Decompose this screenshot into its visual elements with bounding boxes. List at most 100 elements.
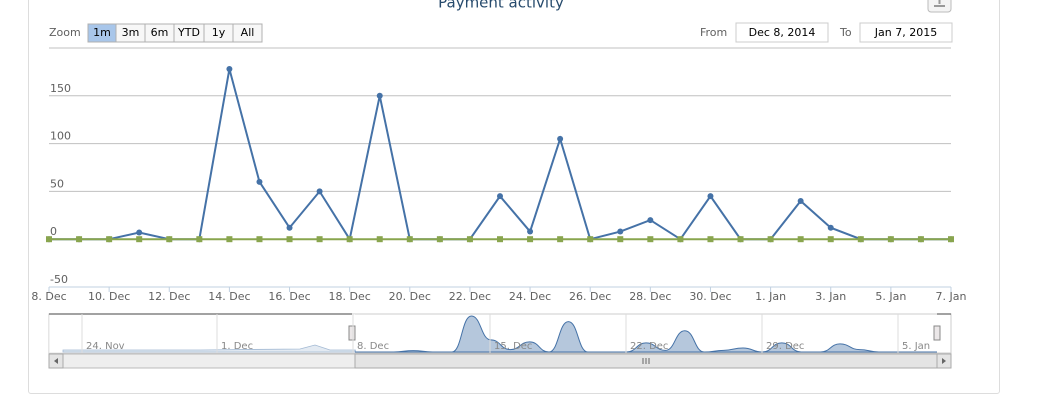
zoom-button[interactable]: 3m — [115, 23, 146, 43]
data-point — [767, 236, 774, 243]
data-point — [948, 236, 954, 243]
data-point — [106, 236, 113, 243]
data-point — [256, 178, 263, 185]
x-tick-label: 12. Dec — [148, 290, 190, 303]
x-tick-label: 7. Jan — [936, 290, 967, 303]
data-point — [557, 236, 564, 243]
x-tick-label: 1. Jan — [755, 290, 786, 303]
x-tick-label: 20. Dec — [389, 290, 431, 303]
x-tick-label: 10. Dec — [88, 290, 130, 303]
data-point — [226, 236, 233, 243]
navigator-series — [354, 315, 937, 353]
button-label: 3m — [122, 26, 140, 39]
data-point — [316, 236, 323, 243]
navigator-label: 22. Dec — [630, 341, 668, 352]
button-label: 1y — [212, 26, 226, 39]
data-point — [587, 236, 594, 243]
data-point — [286, 236, 293, 243]
export-button[interactable] — [927, 0, 952, 13]
x-tick-label: 3. Jan — [815, 290, 846, 303]
y-tick-label: 100 — [50, 130, 71, 143]
data-point — [166, 236, 173, 243]
x-tick-label: 8. Dec — [31, 290, 66, 303]
from-value: Dec 8, 2014 — [749, 26, 816, 39]
data-point — [346, 236, 353, 243]
x-tick-label: 30. Dec — [689, 290, 731, 303]
data-point — [406, 236, 413, 243]
data-point — [527, 236, 534, 243]
data-point — [677, 236, 684, 243]
data-point — [286, 224, 293, 231]
data-point — [76, 236, 83, 243]
data-point — [46, 236, 52, 243]
data-point — [256, 236, 263, 243]
data-point — [466, 236, 473, 243]
data-point — [857, 236, 864, 243]
zoom-button[interactable]: 1y — [203, 23, 234, 43]
data-point — [827, 236, 834, 243]
zoom-button[interactable]: 6m — [144, 23, 175, 43]
data-point — [136, 229, 143, 236]
arrow — [54, 358, 58, 364]
y-tick-label: -50 — [50, 273, 68, 286]
y-tick-label: 150 — [50, 82, 71, 95]
x-tick-label: 28. Dec — [629, 290, 671, 303]
y-tick-label: 50 — [50, 177, 64, 190]
data-point — [647, 217, 654, 224]
series-line — [49, 68, 951, 242]
scrollbar-grip — [642, 358, 650, 364]
data-point — [226, 66, 233, 73]
data-point — [497, 236, 503, 243]
button-label: All — [241, 26, 255, 39]
data-point — [136, 236, 143, 243]
y-tick-label: 0 — [50, 225, 57, 238]
navigator-handle[interactable] — [933, 325, 941, 341]
data-point — [797, 236, 804, 243]
data-point — [707, 193, 714, 200]
data-point — [376, 236, 383, 243]
data-point — [797, 197, 804, 204]
zoom-button[interactable]: All — [232, 23, 263, 43]
data-point — [527, 228, 534, 235]
navigator-label: 1. Dec — [221, 341, 253, 352]
zoom-button[interactable]: YTD — [173, 23, 205, 43]
navigator-mask — [49, 314, 355, 353]
zoom-label: Zoom — [49, 26, 81, 39]
data-point — [436, 236, 443, 243]
data-point — [737, 236, 744, 243]
data-point — [827, 224, 834, 231]
to-label: To — [839, 26, 852, 39]
from-input[interactable] — [735, 22, 829, 43]
data-point — [887, 236, 894, 243]
navigator-label: 29. Dec — [766, 341, 804, 352]
button-label: YTD — [177, 26, 200, 39]
x-tick-label: 24. Dec — [509, 290, 551, 303]
chart-title: Payment activity — [438, 0, 564, 12]
button-label: 6m — [151, 26, 169, 39]
x-tick-label: 5. Jan — [875, 290, 906, 303]
navigator-label: 8. Dec — [357, 341, 389, 352]
from-label: From — [700, 26, 727, 39]
chart-frame — [28, 0, 1000, 394]
data-point — [647, 236, 654, 243]
zoom-button[interactable]: 1m — [87, 23, 117, 43]
navigator-handle[interactable] — [348, 325, 356, 341]
x-tick-label: 18. Dec — [329, 290, 371, 303]
button-label: 1m — [93, 26, 111, 39]
data-point — [376, 92, 383, 99]
arrow — [942, 358, 946, 364]
x-tick-label: 22. Dec — [449, 290, 491, 303]
data-point — [196, 236, 203, 243]
data-point — [617, 228, 624, 235]
data-point — [917, 236, 924, 243]
button-box — [232, 23, 263, 43]
x-tick-label: 26. Dec — [569, 290, 611, 303]
data-point — [497, 193, 503, 200]
x-tick-label: 16. Dec — [268, 290, 310, 303]
to-input[interactable] — [859, 22, 953, 43]
data-point — [707, 236, 714, 243]
data-point — [617, 236, 624, 243]
navigator-label: 5. Jan — [902, 341, 930, 352]
